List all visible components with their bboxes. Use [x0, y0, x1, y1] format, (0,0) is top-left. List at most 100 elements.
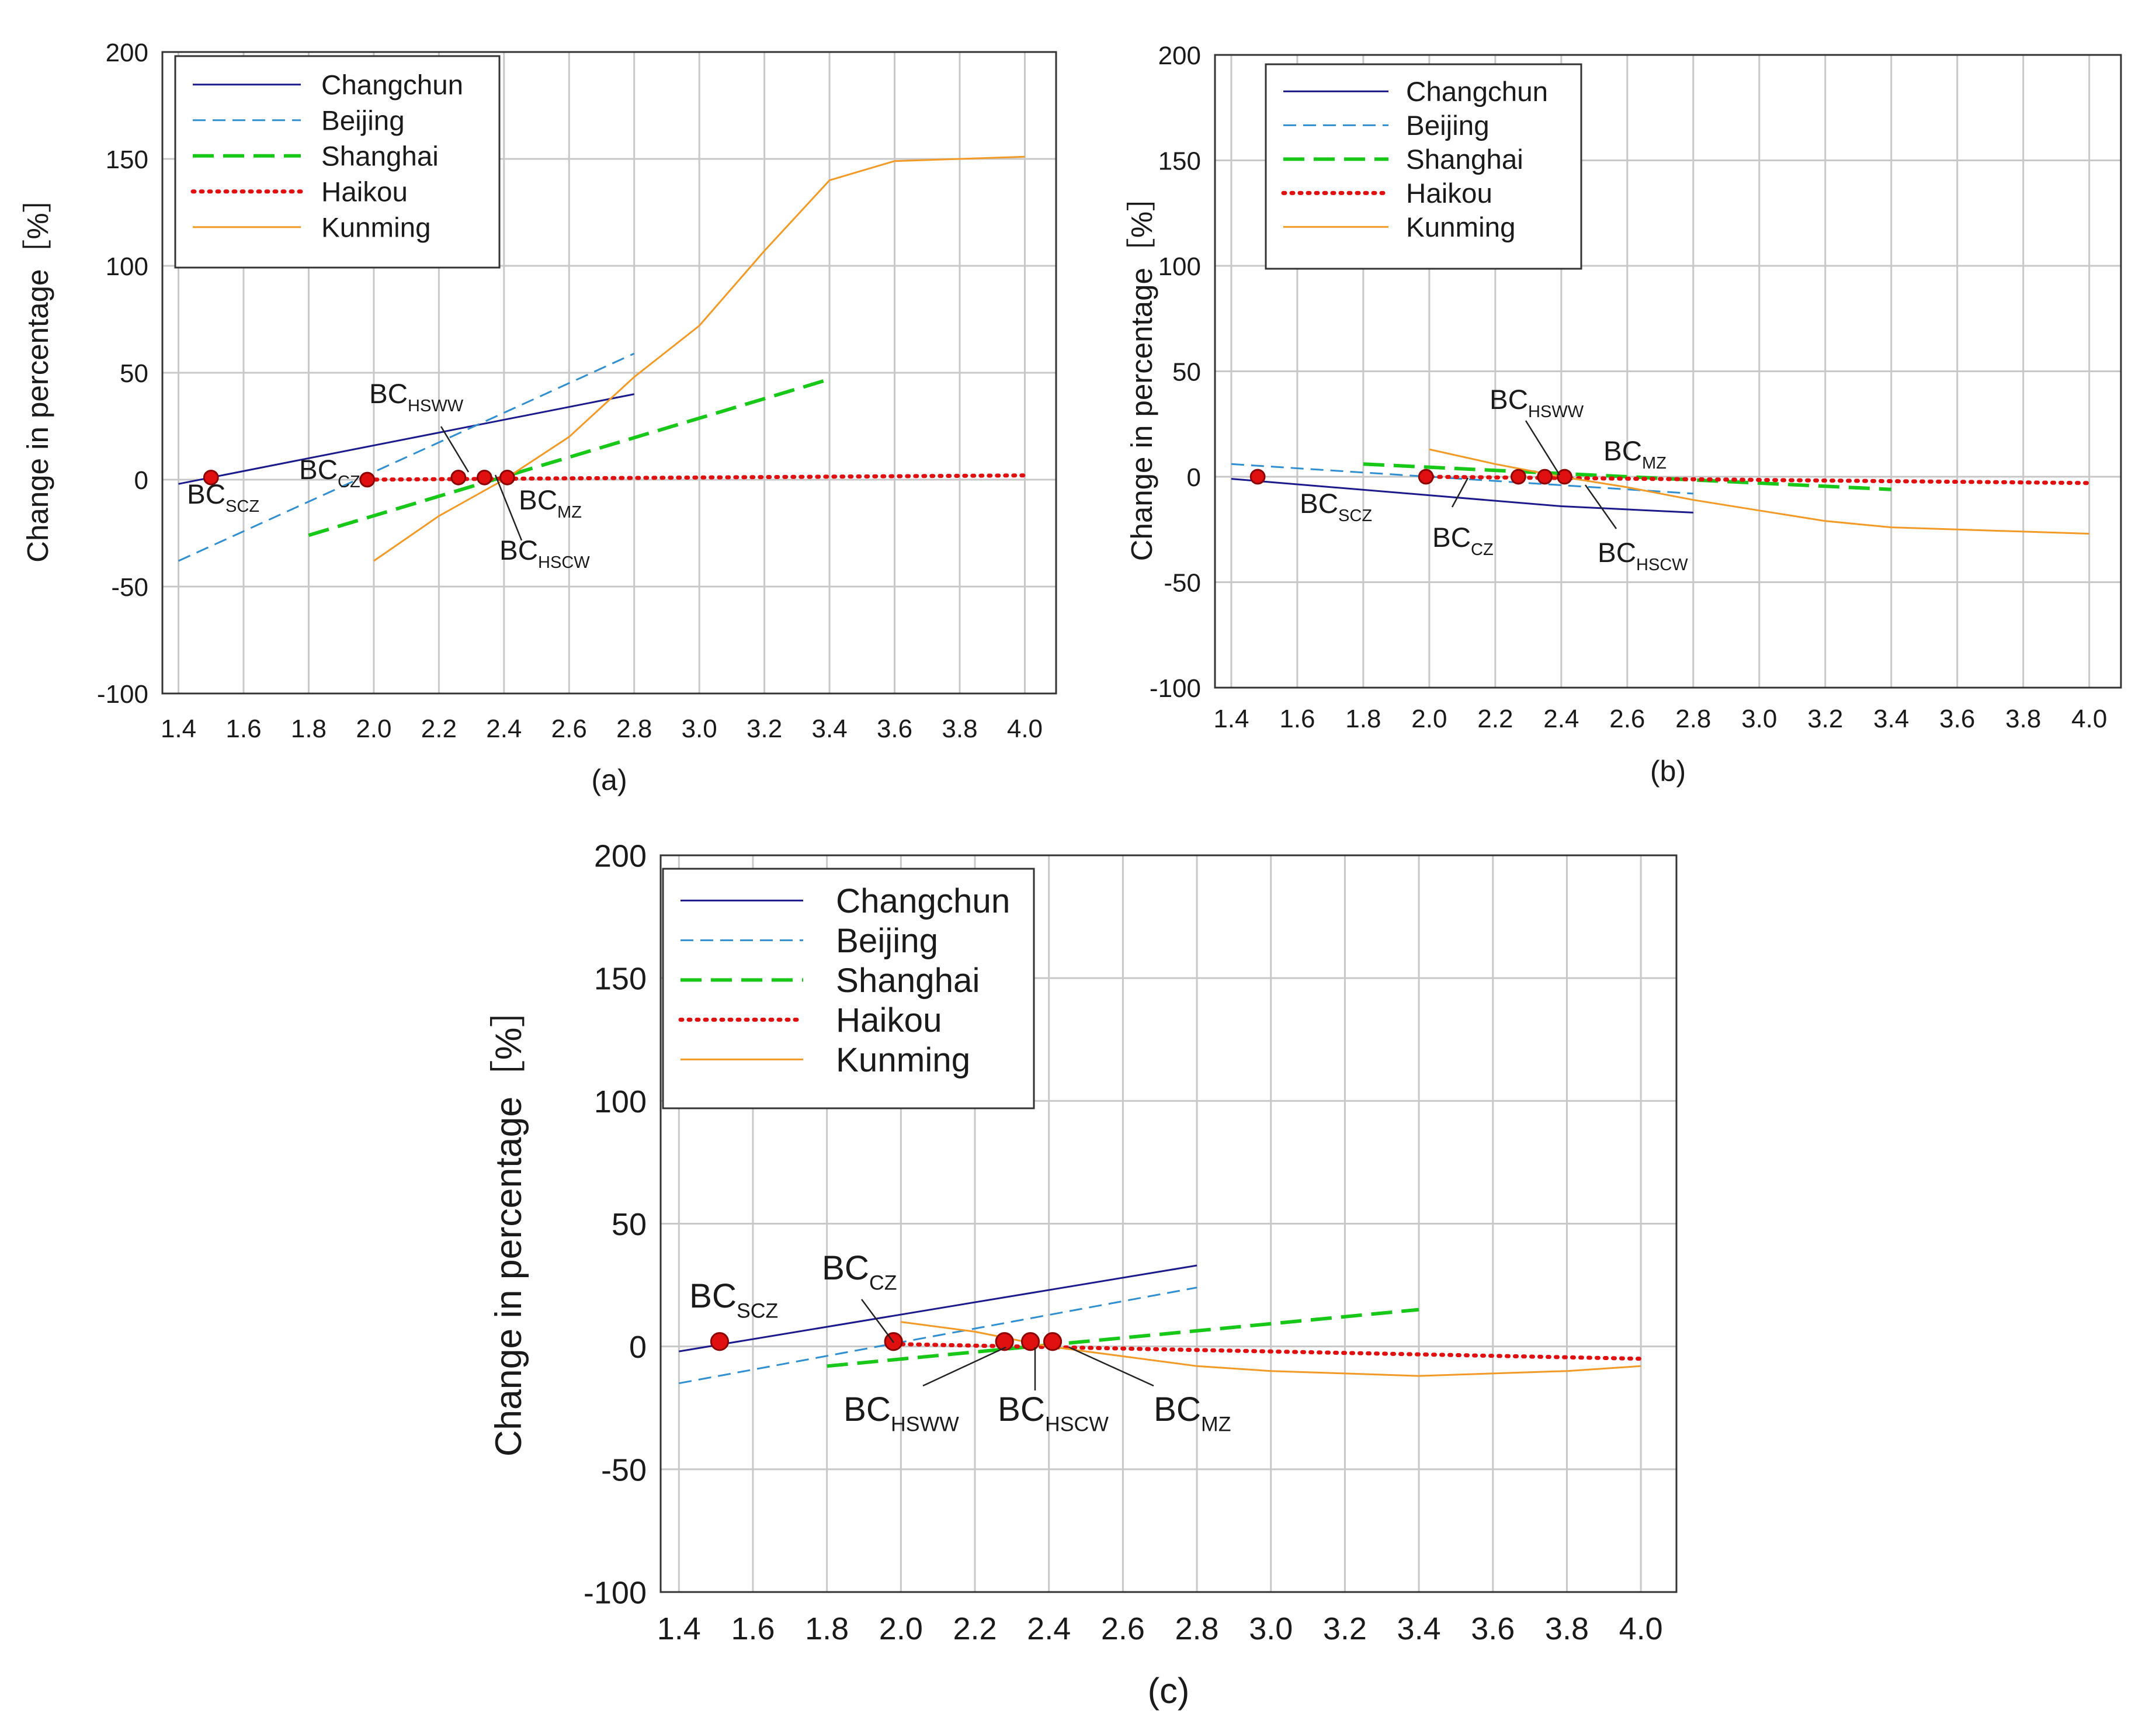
- x-tick-label: 3.4: [1873, 705, 1909, 733]
- x-tick-label: 2.8: [1675, 705, 1711, 733]
- bc-marker-hscw: [1020, 1332, 1040, 1351]
- x-tick-label: 1.6: [1279, 705, 1315, 733]
- annotation-bc-hsww: BCHSWW: [369, 379, 464, 415]
- x-tick-label: 3.2: [747, 715, 782, 743]
- bc-annotations: BCSCZ BCCZ BCHSWW BCHSCW BCMZ: [1300, 384, 1688, 574]
- legend-label-beijing: Beijing: [836, 922, 938, 960]
- x-tick-label: 2.8: [1175, 1611, 1219, 1646]
- x-tick-label: 1.4: [1213, 705, 1249, 733]
- annotation-bc-mz: BCMZ: [519, 485, 582, 522]
- x-tick-label: 4.0: [1619, 1611, 1663, 1646]
- y-tick-label: -50: [601, 1452, 647, 1487]
- annotation-bc-hscw: BCHSCW: [998, 1390, 1109, 1435]
- legend-box: [662, 868, 1035, 1109]
- x-tick-label: 2.2: [953, 1611, 997, 1646]
- legend-label-kunming: Kunming: [321, 213, 431, 244]
- bc-marker-scz: [203, 469, 219, 485]
- y-tick-label: -50: [111, 573, 148, 602]
- plot-frame: [659, 854, 1678, 1593]
- annotation-leader-line: [1525, 420, 1561, 476]
- legend-box: [174, 55, 501, 269]
- annotation-leader-line: [1451, 477, 1469, 508]
- series-line-beijing: [178, 352, 635, 562]
- bc-annotations: BCSCZ BCCZ BCHSWW BCHSCW BCMZ: [187, 379, 590, 572]
- bc-marker-hscw: [476, 469, 492, 485]
- x-tick-label: 3.8: [1545, 1611, 1589, 1646]
- y-tick-label: 200: [594, 838, 647, 873]
- annotation-bc-hscw: BCHSCW: [1598, 537, 1688, 574]
- chart-panel-c: 1.4 1.6 1.8 2.0 2.2 2.4 2.6 2.8 3.0 3.2 3.4 3.6 3.8 4…: [488, 838, 1678, 1711]
- legend-label-haikou: Haikou: [836, 1001, 942, 1039]
- x-tick-label: 4.0: [1007, 715, 1043, 743]
- x-tick-label: 3.6: [877, 715, 912, 743]
- figure-panels: 1.4 1.6 1.8 2.0 2.2 2.4 2.6 2.8 3.0 3.2 3.4 3.6 3.8 4…: [21, 39, 2122, 1711]
- x-tick-label: 2.6: [551, 715, 587, 743]
- bc-marker-scz: [1249, 469, 1266, 485]
- legend-label-changchun: Changchun: [836, 882, 1010, 920]
- series-line-shanghai: [827, 1308, 1419, 1368]
- x-tick-label: 2.0: [1411, 705, 1447, 733]
- x-tick-label: 1.6: [225, 715, 261, 743]
- series-line-changchun: [1231, 478, 1693, 514]
- annotation-leader-line: [440, 426, 470, 473]
- series-line-changchun: [679, 1264, 1197, 1352]
- legend-label-changchun: Changchun: [321, 70, 463, 101]
- y-axis-label: Change in percentage［%］: [488, 991, 529, 1456]
- bc-marker-cz: [1418, 469, 1434, 485]
- x-tick-label: 2.4: [1543, 705, 1579, 733]
- x-tick-label: 1.8: [1345, 705, 1381, 733]
- bc-marker-scz: [710, 1332, 730, 1351]
- series-line-kunming: [373, 155, 1025, 562]
- annotation-bc-cz: BCCZ: [822, 1249, 897, 1294]
- annotation-bc-hsww: BCHSWW: [843, 1390, 959, 1435]
- bc-annotations: BCSCZ BCCZ BCHSWW BCHSCW BCMZ: [689, 1249, 1231, 1435]
- series-line-haikou: [1421, 474, 2092, 485]
- plot-frame: [1214, 54, 2122, 689]
- annotation-leader-line: [1584, 484, 1617, 529]
- panel-label: (a): [591, 764, 627, 796]
- x-tick-label: 2.0: [879, 1611, 923, 1646]
- panel-label: (c): [1148, 1671, 1190, 1711]
- annotation-bc-cz: BCCZ: [1432, 522, 1494, 559]
- x-tick-label: 3.4: [812, 715, 848, 743]
- x-tick-label: 3.0: [682, 715, 717, 743]
- bc-marker-hscw: [1537, 469, 1553, 485]
- legend-label-kunming: Kunming: [836, 1041, 970, 1079]
- annotation-bc-hscw: BCHSCW: [499, 535, 590, 572]
- series-line-beijing: [679, 1286, 1197, 1385]
- x-tick-label: 2.8: [616, 715, 652, 743]
- legend-label-shanghai: Shanghai: [321, 141, 439, 172]
- series-line-shanghai: [1363, 462, 1891, 491]
- chart-panel-a: 1.4 1.6 1.8 2.0 2.2 2.4 2.6 2.8 3.0 3.2 3.4 3.6 3.8 4…: [21, 39, 1057, 796]
- x-tick-label: 1.8: [291, 715, 327, 743]
- y-tick-label: -100: [1150, 674, 1201, 703]
- series-line-beijing: [1231, 463, 1693, 495]
- x-tick-label: 3.8: [2005, 705, 2041, 733]
- annotation-bc-scz: BCSCZ: [689, 1277, 778, 1322]
- x-tick-label: 1.6: [731, 1611, 775, 1646]
- bc-marker-hsww: [995, 1332, 1014, 1351]
- y-tick-label: 150: [1158, 147, 1201, 175]
- annotation-bc-mz: BCMZ: [1603, 436, 1667, 473]
- legend-box: [1265, 63, 1582, 270]
- x-tick-label: 3.2: [1323, 1611, 1367, 1646]
- bc-markers: [1249, 469, 1572, 485]
- series-line-haikou: [891, 1342, 1643, 1361]
- y-tick-label: 50: [1172, 358, 1201, 386]
- x-tick-label: 2.4: [1027, 1611, 1071, 1646]
- bc-marker-mz: [499, 469, 515, 485]
- x-tick-label: 2.6: [1101, 1611, 1145, 1646]
- annotation-bc-scz: BCSCZ: [1300, 488, 1372, 525]
- x-tick-label: 3.0: [1249, 1611, 1293, 1646]
- y-tick-label: 100: [106, 252, 148, 281]
- annotation-bc-scz: BCSCZ: [187, 479, 259, 516]
- y-tick-label: 50: [120, 359, 148, 388]
- x-tick-label: 2.6: [1609, 705, 1645, 733]
- x-tick-label: 1.4: [657, 1611, 701, 1646]
- bc-marker-mz: [1557, 469, 1572, 485]
- legend-label-kunming: Kunming: [1406, 212, 1516, 243]
- chart-panel-b: 1.4 1.6 1.8 2.0 2.2 2.4 2.6 2.8 3.0 3.2 3.4 3.6 3.8 4…: [1125, 41, 2122, 788]
